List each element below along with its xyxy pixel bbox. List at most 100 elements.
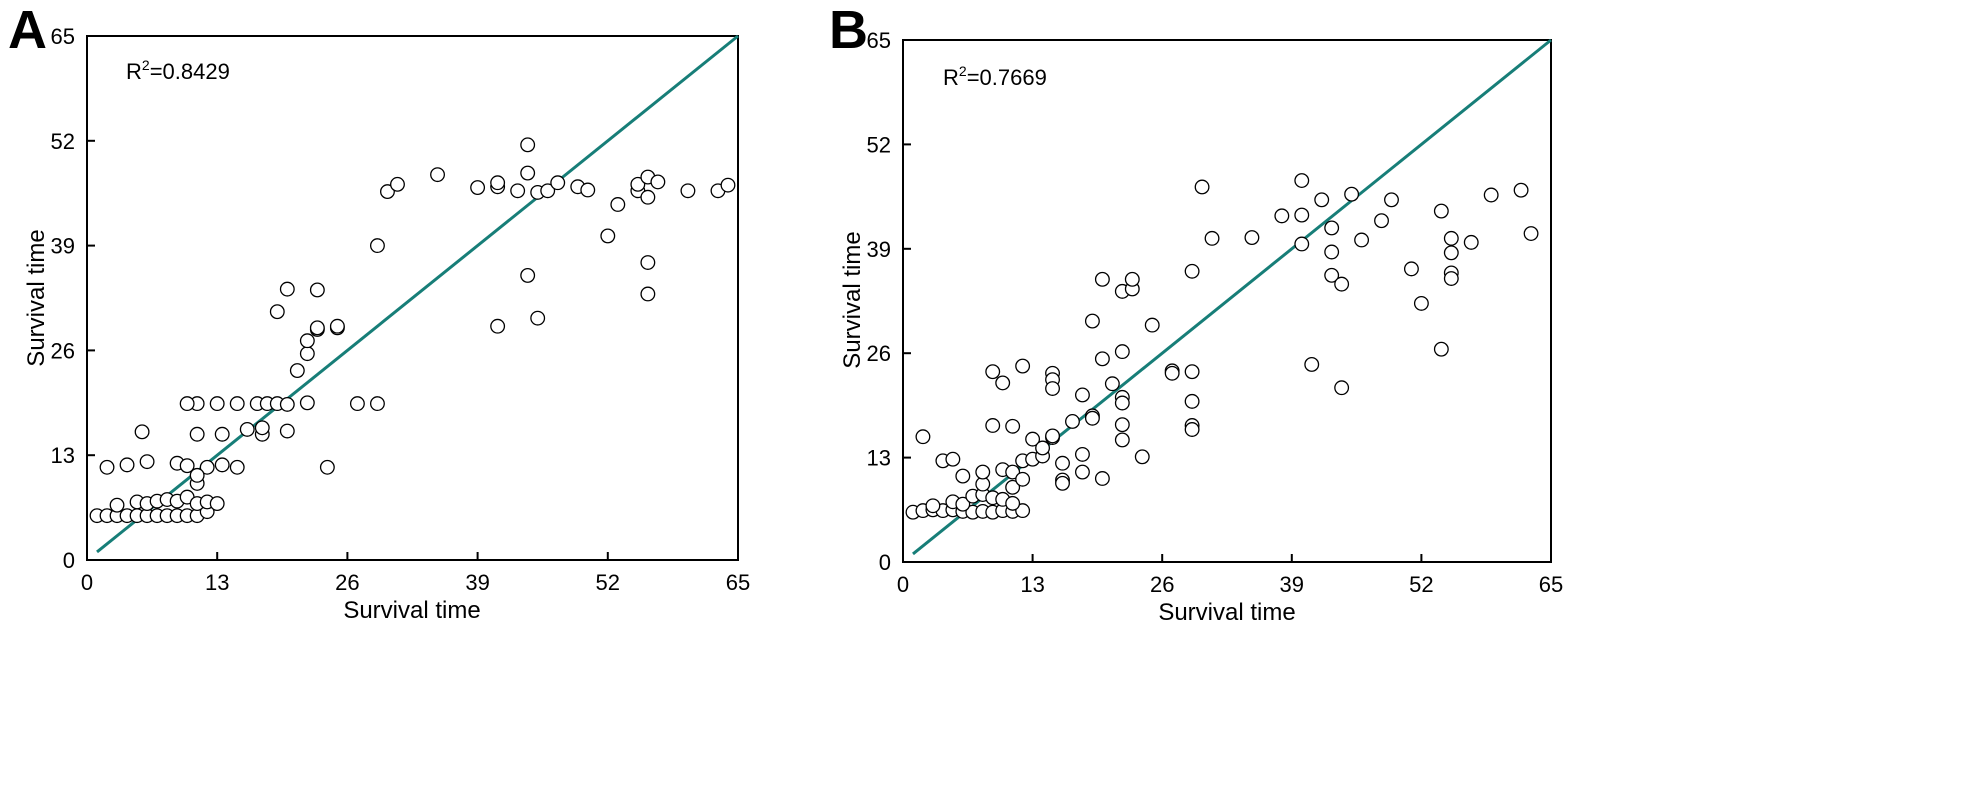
data-point-b: [1084, 410, 1100, 426]
data-point-a: [490, 175, 506, 191]
data-point-b: [995, 375, 1011, 391]
data-point-a: [650, 174, 666, 190]
data-point-a: [279, 281, 295, 297]
data-point-b: [1184, 393, 1200, 409]
x-tick-label-b: 26: [1150, 572, 1174, 597]
x-axis-label-a: Survival time: [343, 597, 480, 624]
y-axis-label-b: Survival time: [839, 231, 866, 368]
data-point-a: [299, 346, 315, 362]
data-point-a: [520, 137, 536, 153]
x-tick-label-b: 65: [1539, 572, 1563, 597]
r-squared-value-a: =0.8429: [150, 59, 230, 84]
data-point-b: [1294, 236, 1310, 252]
data-point-b: [985, 364, 1001, 380]
data-point-b: [1463, 234, 1479, 250]
data-point-a: [520, 165, 536, 181]
data-point-a: [209, 396, 225, 412]
y-axis-label-a: Survival time: [23, 229, 50, 366]
data-point-b: [955, 496, 971, 512]
data-point-b: [985, 418, 1001, 433]
data-point-b: [1045, 428, 1060, 444]
plot-frame-a: [86, 35, 739, 561]
data-point-b: [1005, 495, 1021, 511]
data-point-b: [1134, 449, 1150, 465]
data-point-a: [390, 176, 405, 192]
x-tick-label-b: 13: [1020, 572, 1044, 597]
data-point-a: [349, 396, 365, 412]
data-point-a: [530, 310, 546, 326]
data-point-b: [1304, 356, 1320, 372]
data-point-a: [510, 183, 526, 199]
data-point-b: [1334, 276, 1350, 292]
data-point-a: [199, 459, 215, 475]
data-point-b: [1015, 358, 1031, 374]
x-tick-label-a: 39: [465, 570, 489, 595]
data-point-b: [1433, 341, 1449, 357]
axes-b: 0 13 26 39 52 65 0 13 26 39 52 65: [867, 28, 1564, 597]
y-tick-label-a: 13: [51, 443, 75, 468]
data-point-a: [279, 396, 295, 412]
data-point-a: [289, 363, 305, 379]
r-squared-prefix-b: R: [943, 65, 959, 90]
data-point-b: [1354, 232, 1370, 248]
data-point-b: [1055, 475, 1070, 491]
data-point-a: [99, 459, 115, 475]
data-point-b: [1035, 440, 1051, 456]
data-point-a: [580, 182, 596, 198]
r-squared-prefix-a: R: [126, 59, 142, 84]
data-point-a: [299, 395, 315, 411]
data-point-b: [1384, 192, 1399, 208]
data-point-b: [1294, 207, 1310, 223]
data-point-a: [279, 423, 295, 439]
x-axis-label-b: Survival time: [1158, 599, 1295, 626]
data-point-a: [269, 304, 285, 320]
y-tick-label-b: 0: [879, 550, 891, 575]
data-point-b: [1074, 387, 1090, 403]
data-point-a: [720, 177, 736, 193]
data-point-a: [680, 183, 696, 199]
data-point-a: [630, 176, 646, 192]
data-point-b: [1005, 418, 1021, 434]
y-tick-label-a: 0: [63, 548, 75, 573]
data-point-a: [640, 286, 656, 302]
y-tick-label-a: 26: [51, 338, 75, 363]
r-squared-b: R2=0.7669: [943, 63, 1047, 90]
data-point-b: [1443, 230, 1459, 246]
data-point-a: [329, 318, 345, 334]
data-point-b: [1443, 245, 1459, 261]
data-point-a: [319, 459, 335, 475]
data-point-a: [139, 454, 155, 470]
panel-letter-a: A: [8, 0, 47, 60]
data-point-a: [109, 497, 125, 513]
data-point-a: [299, 333, 315, 349]
data-point-b: [1433, 203, 1449, 219]
x-tick-label-a: 52: [596, 570, 620, 595]
data-point-a: [369, 238, 385, 254]
data-point-b: [1114, 417, 1130, 433]
data-point-b: [1523, 226, 1539, 241]
data-point-b: [1025, 431, 1041, 447]
data-point-a: [119, 457, 135, 473]
data-point-b: [1114, 432, 1130, 448]
data-point-b: [1314, 192, 1330, 208]
y-tick-label-b: 39: [867, 237, 891, 262]
r-squared-value-b: =0.7669: [967, 65, 1047, 90]
y-tick-label-a: 39: [51, 234, 75, 259]
data-point-b: [1005, 464, 1021, 480]
data-point-a: [640, 255, 656, 270]
data-point-a: [550, 175, 566, 191]
data-point-b: [1114, 395, 1130, 411]
fit-line-b: [912, 38, 1552, 556]
data-point-b: [1413, 295, 1429, 311]
axes-a: 0 13 26 39 52 65 0 13 26 39 52 65: [51, 24, 751, 595]
data-point-b: [915, 429, 931, 445]
data-point-b: [1184, 422, 1200, 437]
data-point-b: [1513, 182, 1529, 198]
reference-line-b: [912, 38, 1552, 556]
x-tick-label-b: 39: [1280, 572, 1304, 597]
data-point-b: [1074, 446, 1090, 462]
data-point-b: [1005, 479, 1021, 495]
data-point-b: [1334, 380, 1350, 396]
data-point-b: [1204, 230, 1220, 246]
